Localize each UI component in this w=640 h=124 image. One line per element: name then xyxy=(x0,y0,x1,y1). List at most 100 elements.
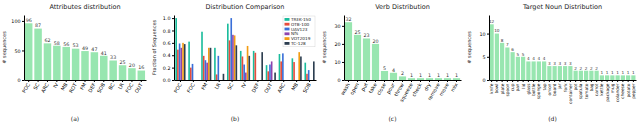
x-tick-mark xyxy=(113,80,114,82)
bar xyxy=(260,80,262,81)
caption: (a) xyxy=(71,115,79,122)
bar xyxy=(547,66,551,80)
data-label: 41 xyxy=(101,51,107,56)
data-label: 2 xyxy=(401,71,404,76)
x-tick: fork xyxy=(563,80,568,92)
data-label: 4 xyxy=(538,56,541,61)
x-tick: sponge xyxy=(536,80,541,99)
data-label: 62 xyxy=(44,38,50,43)
data-label: 16 xyxy=(138,65,144,70)
y-tick-mark xyxy=(22,21,24,22)
x-tick-mark xyxy=(438,80,439,82)
bar xyxy=(295,80,297,81)
bar xyxy=(261,52,263,80)
x-axis: POCFOCFMLRSCIVDEFOUTARCMBSOB xyxy=(172,80,316,94)
data-label: 1 xyxy=(410,73,413,78)
x-tick-mark xyxy=(309,80,310,82)
x-tick-label: bag xyxy=(589,83,594,91)
data-label: 8 xyxy=(501,38,504,43)
bar xyxy=(526,61,530,80)
x-tick-mark xyxy=(502,80,503,82)
bar xyxy=(610,75,614,80)
data-label: 53 xyxy=(73,43,79,48)
x-tick-label: OUT xyxy=(263,81,274,94)
y-tick-mark xyxy=(487,34,489,35)
bar xyxy=(44,43,52,80)
x-tick-mark xyxy=(56,80,57,82)
bar xyxy=(300,56,302,80)
x-tick-mark xyxy=(296,80,297,82)
bar xyxy=(53,46,61,80)
x-tick-label: cheese xyxy=(620,83,625,99)
data-label: 2 xyxy=(595,66,598,71)
x-tick-mark xyxy=(219,80,220,82)
x-tick: pot xyxy=(573,80,578,91)
x-tick-mark xyxy=(596,80,597,82)
bar xyxy=(282,53,284,80)
x-tick: cheese xyxy=(620,80,625,99)
bar xyxy=(25,23,33,80)
y-tick-mark xyxy=(22,50,24,51)
bar xyxy=(179,43,181,80)
x-tick: POC xyxy=(21,80,32,94)
bar xyxy=(453,78,460,80)
x-tick-mark xyxy=(357,80,358,82)
y-tick: 1.0 xyxy=(163,16,174,21)
panel: 96876258565349474133252016050100POCSCARC… xyxy=(1,3,147,122)
x-tick: FOC xyxy=(185,80,196,94)
data-labels: 121087655444433333222221111111 xyxy=(489,19,635,75)
data-labels: 32252320542111111 xyxy=(345,17,458,78)
y-axis-title: # sequences xyxy=(466,31,473,64)
y-tick: 0.2 xyxy=(163,66,174,71)
x-tick-label: sponge xyxy=(536,83,541,99)
bar xyxy=(537,61,541,80)
legend-box xyxy=(283,16,315,47)
x-tick: board xyxy=(552,80,557,96)
x-tick: close xyxy=(375,80,387,96)
bar xyxy=(119,65,127,80)
bar xyxy=(354,35,361,80)
data-label: 4 xyxy=(392,68,395,73)
data-label: 3 xyxy=(548,61,551,66)
bar xyxy=(605,75,609,80)
bar xyxy=(205,60,207,80)
x-tick-label: pan xyxy=(515,83,520,91)
x-tick-mark xyxy=(622,80,623,82)
x-tick: colander xyxy=(615,80,620,102)
axis-line xyxy=(490,80,637,81)
x-tick: potato xyxy=(626,80,631,98)
x-tick-mark xyxy=(411,80,412,82)
bar xyxy=(372,44,379,80)
x-tick-mark xyxy=(180,80,181,82)
bar xyxy=(521,57,525,80)
bar xyxy=(399,76,406,80)
y-tick-label: 20 xyxy=(334,42,340,47)
bar xyxy=(553,66,557,80)
bar xyxy=(490,24,494,80)
x-tick: MB xyxy=(290,80,299,92)
data-label: 47 xyxy=(91,47,97,52)
bar xyxy=(109,61,117,81)
bar xyxy=(292,58,294,80)
x-tick-label: SOB xyxy=(96,81,107,94)
bars xyxy=(345,22,460,80)
y-tick-label: 100 xyxy=(11,19,20,24)
x-tick-label: close xyxy=(375,82,387,96)
x-tick: tap xyxy=(542,80,547,91)
x-tick-label: bottle xyxy=(531,83,536,96)
x-tick-mark xyxy=(447,80,448,82)
y-tick-label: 10 xyxy=(334,60,340,65)
data-label: 25 xyxy=(119,60,125,65)
x-tick-mark xyxy=(393,80,394,82)
y-tick-label: 0.2 xyxy=(163,66,171,71)
data-label: 3 xyxy=(569,61,572,66)
x-tick-mark xyxy=(591,80,592,82)
x-tick-mark xyxy=(528,80,529,82)
x-tick-mark xyxy=(570,80,571,82)
x-tick: move xyxy=(438,80,450,97)
y-tick-label: 10 xyxy=(479,32,485,37)
y-axis: 0102030 xyxy=(334,16,344,84)
bar xyxy=(227,24,229,80)
x-tick-mark xyxy=(420,80,421,82)
x-tick-label: cup xyxy=(510,83,515,91)
